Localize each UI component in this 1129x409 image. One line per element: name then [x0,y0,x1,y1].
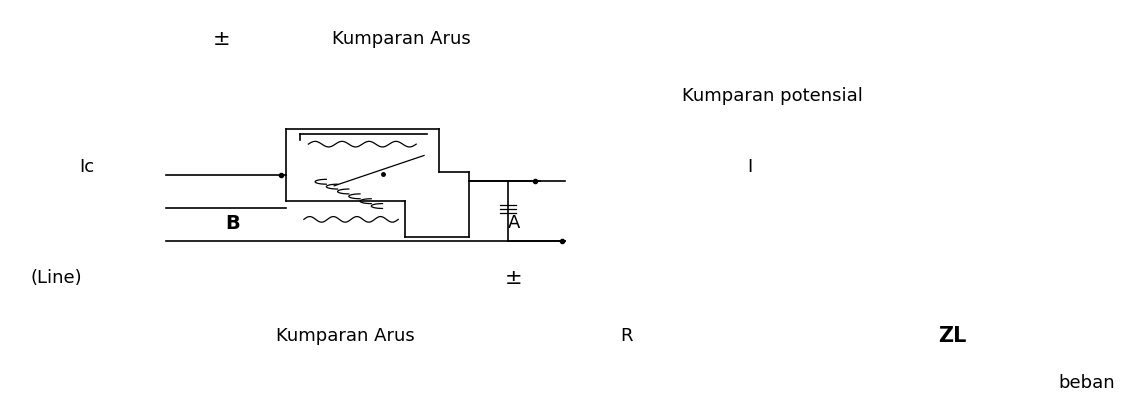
Text: B: B [226,213,240,232]
Text: R: R [620,327,632,345]
Text: (Line): (Line) [30,268,82,286]
Text: beban: beban [1059,373,1115,391]
Text: Kumparan Arus: Kumparan Arus [332,30,471,48]
Text: ±: ± [505,267,523,287]
Text: I: I [747,157,753,175]
Text: ±: ± [213,29,230,49]
Text: Kumparan Arus: Kumparan Arus [277,327,414,345]
Text: Ic: Ic [79,157,95,175]
Text: ZL: ZL [938,326,966,346]
Text: Kumparan potensial: Kumparan potensial [682,87,863,105]
Text: A: A [508,213,520,231]
